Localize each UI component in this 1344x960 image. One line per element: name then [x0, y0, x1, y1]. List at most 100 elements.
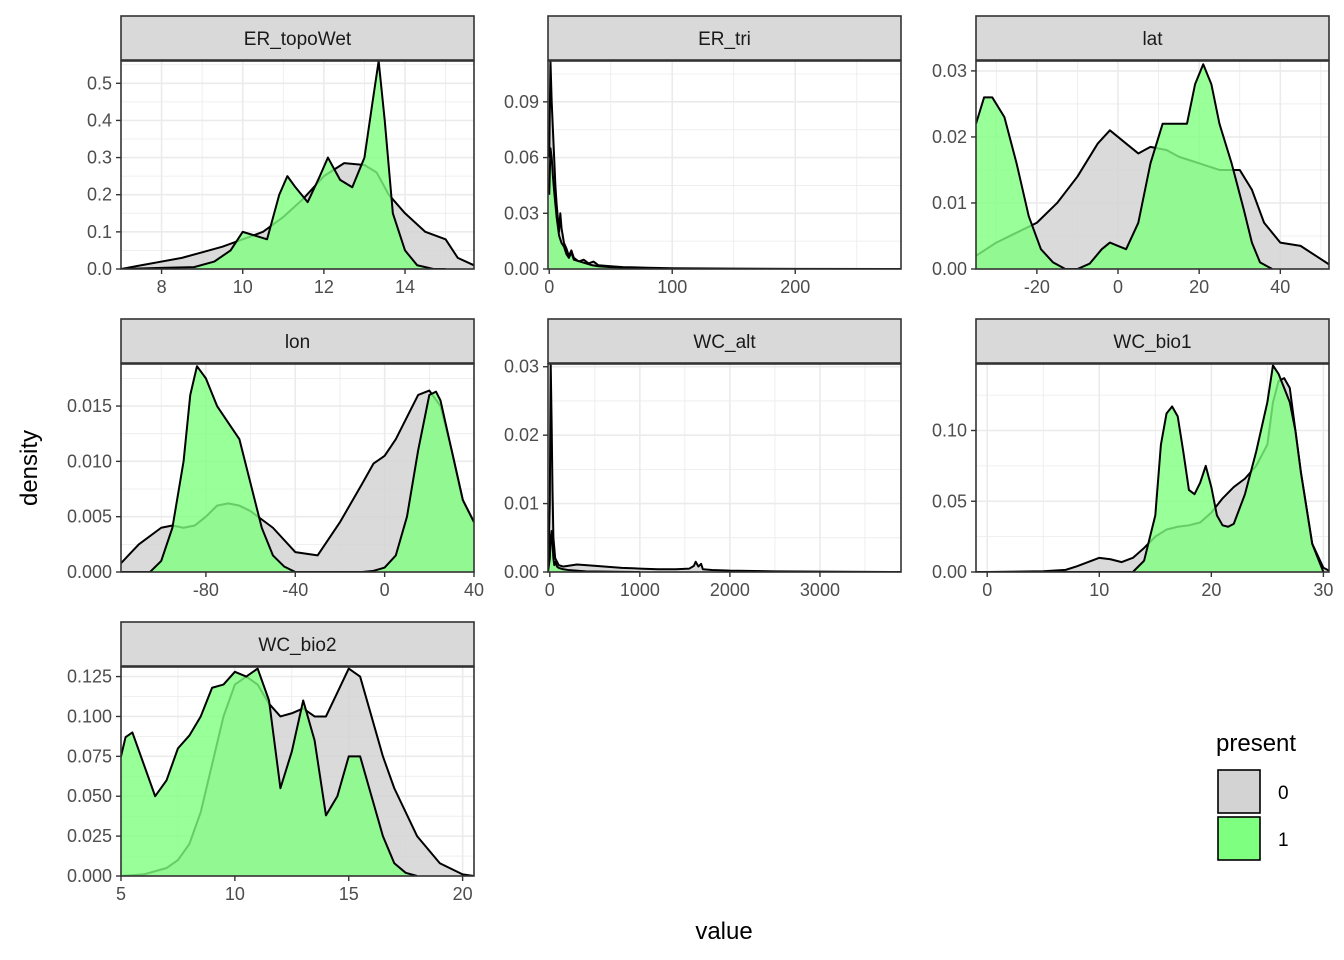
y-tick-label: 0.00 — [932, 562, 967, 582]
axis-ticks: 0 1000 2000 3000 0.00 0.01 0.02 0.03 — [504, 357, 840, 600]
y-tick-label: 0.000 — [67, 562, 112, 582]
panel-WC_bio2: WC_bio2 5 10 15 20 0.000 0.025 0.050 0.075 0.100 0… — [67, 621, 475, 904]
strip-label: ER_tri — [698, 29, 751, 50]
x-tick-label: 40 — [1270, 277, 1290, 297]
axis-ticks: 8 10 12 14 0.0 0.1 0.2 0.3 0.4 0.5 — [87, 73, 415, 297]
panel-border — [120, 60, 475, 270]
density-areas — [121, 61, 474, 269]
panel-border — [120, 666, 475, 877]
panel-border — [975, 60, 1330, 270]
y-tick-label: 0.03 — [504, 203, 539, 223]
density-areas — [976, 63, 1329, 269]
strip-label: lat — [1142, 29, 1163, 50]
y-tick-label: 0.005 — [67, 507, 112, 527]
panel-WC_alt: WC_alt 0 1000 2000 3000 0.00 0.01 0.02 0.03 — [504, 318, 902, 600]
x-tick-label: 40 — [464, 580, 484, 600]
density-area-present-1 — [976, 365, 1324, 572]
y-tick-label: 0.125 — [67, 667, 112, 687]
strip-label: ER_topoWet — [244, 29, 352, 50]
legend-label-1: 1 — [1278, 830, 1289, 851]
density-line-present-1 — [976, 63, 1273, 269]
panel-ER_topoWet: ER_topoWet 8 10 12 14 0.0 0.1 0.2 0.3 0.4 0.5 — [87, 15, 475, 297]
x-axis-title: value — [695, 918, 752, 945]
density-area-present-1 — [121, 668, 418, 876]
x-tick-label: 0 — [982, 580, 992, 600]
density-line-present-0 — [548, 364, 901, 572]
density-line-present-1 — [121, 61, 446, 269]
y-tick-label: 0.00 — [504, 259, 539, 279]
x-tick-label: 10 — [233, 277, 253, 297]
density-areas — [548, 61, 901, 269]
x-tick-label: 100 — [657, 277, 687, 297]
density-line-present-1 — [548, 529, 640, 572]
y-tick-label: 0.09 — [504, 92, 539, 112]
y-tick-label: 0.2 — [87, 185, 112, 205]
strip-background — [975, 15, 1330, 61]
legend: present 0 1 — [1216, 730, 1296, 861]
x-tick-label: 14 — [395, 277, 415, 297]
density-area-present-1 — [549, 148, 673, 269]
y-tick-label: 0.4 — [87, 110, 112, 130]
density-line-present-1 — [121, 365, 474, 572]
x-tick-label: 5 — [116, 884, 126, 904]
y-tick-label: 0.06 — [504, 148, 539, 168]
y-tick-label: 0.0 — [87, 259, 112, 279]
y-tick-label: 0.03 — [932, 61, 967, 81]
panel-lon: lon -80 -40 0 40 0.000 0.005 0.010 0.015 — [67, 318, 484, 600]
density-area-present-1 — [121, 61, 446, 269]
axis-ticks: -80 -40 0 40 0.000 0.005 0.010 0.015 — [67, 396, 484, 600]
legend-title: present — [1216, 730, 1296, 757]
y-tick-label: 0.01 — [504, 494, 539, 514]
legend-key-1 — [1217, 816, 1261, 861]
x-tick-label: 10 — [225, 884, 245, 904]
axis-ticks: -20 0 20 40 0.00 0.01 0.02 0.03 — [932, 61, 1290, 297]
density-area-present-1 — [976, 64, 1273, 269]
density-area-present-1 — [121, 366, 474, 572]
x-tick-label: 2000 — [710, 580, 750, 600]
legend-key-0 — [1217, 769, 1261, 814]
y-tick-label: 0.00 — [504, 562, 539, 582]
y-tick-label: 0.01 — [932, 193, 967, 213]
y-axis-title: density — [16, 430, 43, 506]
density-areas — [548, 364, 901, 572]
x-tick-label: 0 — [545, 580, 555, 600]
y-tick-label: 0.5 — [87, 73, 112, 93]
strip-label: WC_alt — [693, 332, 756, 353]
panel-border — [120, 363, 475, 573]
minor-gridlines — [121, 61, 474, 269]
x-tick-label: -40 — [282, 580, 308, 600]
y-tick-label: 0.100 — [67, 706, 112, 726]
x-tick-label: 0 — [380, 580, 390, 600]
density-line-present-1 — [548, 147, 673, 269]
strip-background — [120, 318, 475, 364]
panel-background — [548, 364, 901, 572]
x-tick-label: 10 — [1089, 580, 1109, 600]
strip-label: lon — [285, 332, 310, 353]
y-tick-label: 0.075 — [67, 746, 112, 766]
y-tick-label: 0.05 — [932, 491, 967, 511]
y-tick-label: 0.3 — [87, 148, 112, 168]
minor-gridlines — [548, 61, 901, 269]
x-tick-label: 200 — [780, 277, 810, 297]
axis-ticks: 0 10 20 30 0.00 0.05 0.10 — [932, 421, 1333, 600]
y-tick-label: 0.000 — [67, 866, 112, 886]
density-areas — [121, 365, 474, 572]
panel-border — [975, 363, 1330, 573]
panel-ER_tri: ER_tri 0 100 200 0.00 0.03 0.06 0.09 — [504, 15, 902, 297]
strip-background — [120, 15, 475, 61]
density-areas — [976, 364, 1329, 572]
y-tick-label: 0.010 — [67, 451, 112, 471]
strip-label: WC_bio2 — [258, 635, 336, 656]
x-tick-label: 20 — [1201, 580, 1221, 600]
axis-ticks: 0 100 200 0.00 0.03 0.06 0.09 — [504, 92, 810, 297]
panel-border — [547, 363, 902, 573]
x-tick-label: 0 — [544, 277, 554, 297]
x-tick-label: 20 — [453, 884, 473, 904]
x-tick-label: 8 — [157, 277, 167, 297]
y-tick-label: 0.050 — [67, 786, 112, 806]
strip-label: WC_bio1 — [1113, 332, 1191, 353]
legend-label-0: 0 — [1278, 783, 1289, 804]
strip-background — [547, 318, 902, 364]
